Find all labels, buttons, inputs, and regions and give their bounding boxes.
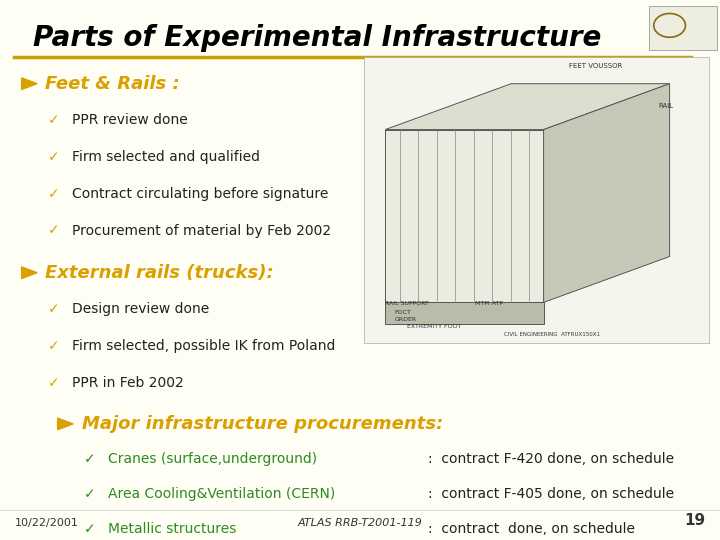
- Polygon shape: [385, 302, 544, 324]
- Text: ✓: ✓: [48, 150, 60, 164]
- Text: :  contract F-420 done, on schedule: : contract F-420 done, on schedule: [428, 452, 675, 466]
- Polygon shape: [22, 267, 37, 279]
- Text: :  contract  done, on schedule: : contract done, on schedule: [428, 522, 635, 536]
- FancyBboxPatch shape: [649, 6, 717, 50]
- Text: Firm selected, possible IK from Poland: Firm selected, possible IK from Poland: [72, 339, 336, 353]
- Text: ✓: ✓: [48, 224, 60, 238]
- Text: :  contract F-405 done, on schedule: : contract F-405 done, on schedule: [428, 487, 675, 501]
- Text: ✓: ✓: [48, 376, 60, 390]
- Text: Feet & Rails :: Feet & Rails :: [45, 75, 179, 93]
- Polygon shape: [22, 78, 37, 90]
- Text: ✓: ✓: [48, 339, 60, 353]
- Text: External rails (trucks):: External rails (trucks):: [45, 264, 274, 282]
- Polygon shape: [544, 84, 670, 302]
- Text: EXTREMITY FOOT: EXTREMITY FOOT: [407, 325, 462, 329]
- Text: Procurement of material by Feb 2002: Procurement of material by Feb 2002: [72, 224, 331, 238]
- Text: ATLAS: ATLAS: [688, 26, 713, 32]
- Text: Area Cooling&Ventilation (CERN): Area Cooling&Ventilation (CERN): [108, 487, 336, 501]
- Text: 10/22/2001: 10/22/2001: [14, 518, 78, 528]
- Text: ✓: ✓: [48, 302, 60, 316]
- Text: RAIL: RAIL: [659, 103, 674, 109]
- Text: RAIL SUPPORT: RAIL SUPPORT: [385, 301, 429, 306]
- Text: Metallic structures: Metallic structures: [108, 522, 236, 536]
- Text: Cranes (surface,underground): Cranes (surface,underground): [108, 452, 317, 466]
- Text: ✓: ✓: [84, 452, 96, 466]
- Text: Parts of Experimental Infrastructure: Parts of Experimental Infrastructure: [32, 24, 601, 52]
- Text: Firm selected and qualified: Firm selected and qualified: [72, 150, 260, 164]
- Text: FOCT: FOCT: [395, 310, 411, 315]
- Text: Contract circulating before signature: Contract circulating before signature: [72, 187, 328, 201]
- Text: ✓: ✓: [84, 522, 96, 536]
- Text: PPR review done: PPR review done: [72, 113, 188, 127]
- Polygon shape: [385, 84, 670, 130]
- Polygon shape: [385, 130, 544, 302]
- Text: 19: 19: [685, 513, 706, 528]
- Text: Major infrastructure procurements:: Major infrastructure procurements:: [82, 415, 444, 433]
- Text: CIVIL ENGINEERING  ATFRUX150X1: CIVIL ENGINEERING ATFRUX150X1: [504, 333, 600, 338]
- Text: FEET VOUSSOR: FEET VOUSSOR: [569, 63, 622, 69]
- Text: GRDER: GRDER: [395, 318, 417, 322]
- Text: ✓: ✓: [84, 487, 96, 501]
- Text: Design review done: Design review done: [72, 302, 210, 316]
- Text: MTPI ATP: MTPI ATP: [475, 301, 503, 306]
- Text: ✓: ✓: [48, 187, 60, 201]
- Text: project: project: [688, 35, 711, 40]
- Polygon shape: [58, 418, 73, 430]
- Text: PPR in Feb 2002: PPR in Feb 2002: [72, 376, 184, 390]
- Text: ✓: ✓: [48, 113, 60, 127]
- Text: ATLAS RRB-T2001-119: ATLAS RRB-T2001-119: [297, 518, 423, 528]
- FancyBboxPatch shape: [364, 57, 709, 343]
